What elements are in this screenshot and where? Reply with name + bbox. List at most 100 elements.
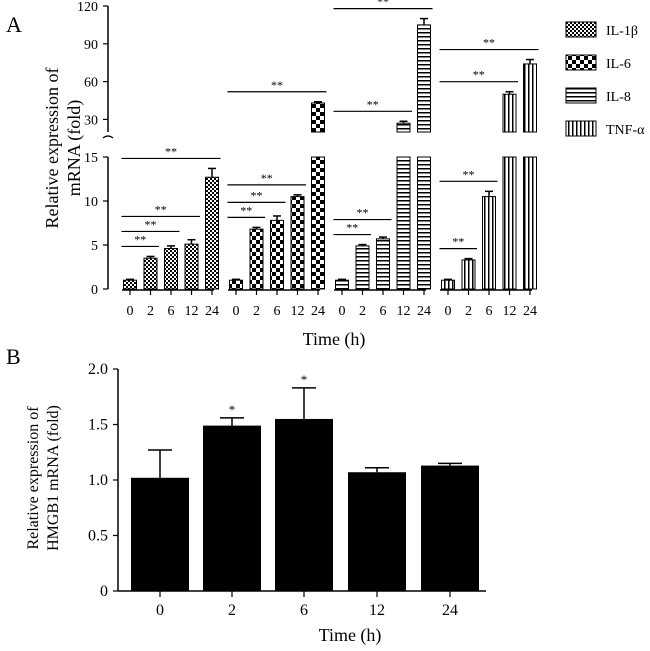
chart-a-significance-label: **	[271, 78, 283, 92]
chart-a-significance-label: **	[155, 202, 167, 216]
chart-b-y-tick-label: 0.5	[88, 528, 108, 545]
chart-a-y-tick-label: 15	[84, 151, 98, 166]
chart-a-x-tick-label: 2	[465, 304, 472, 319]
chart-a-x-tick-label: 0	[233, 304, 240, 319]
chart-a-legend-label: TNF-α	[606, 123, 645, 138]
chart-b-significance-label: *	[301, 372, 308, 387]
chart-a-bar	[143, 257, 158, 290]
chart-b-x-tick-label: 24	[442, 602, 458, 619]
chart-a-bar	[270, 219, 284, 290]
chart-a-significance-label: **	[145, 217, 157, 231]
chart-a-y-tick-label: 90	[84, 38, 98, 53]
chart-a-x-tick-label: 2	[359, 304, 366, 319]
chart-a: Relative expression of mRNA (fold) Time …	[42, 0, 645, 350]
chart-a-bar	[205, 176, 219, 290]
chart-b-x-tick-label: 6	[300, 602, 308, 619]
chart-b-y-tick-label: 1.5	[88, 417, 108, 434]
chart-a-bar	[164, 248, 178, 290]
chart-a-x-tick-label: 2	[147, 304, 154, 319]
chart-a-bar	[396, 156, 411, 290]
chart-a-bar-upper	[396, 122, 411, 133]
chart-a-significance-label: **	[251, 188, 263, 202]
chart-a-significance-label: **	[473, 68, 485, 82]
chart-a-y-tick-label: 10	[84, 195, 98, 210]
chart-a-bar	[311, 156, 325, 290]
chart-a-significance-label: **	[346, 221, 358, 235]
chart-a-x-tick-label: 0	[445, 304, 452, 319]
chart-a-bar	[184, 243, 199, 290]
chart-a-legend-swatch	[565, 21, 597, 38]
chart-b-x-tick-label: 0	[156, 602, 164, 619]
chart-b: Relative expression of HMGB1 mRNA (fold)…	[25, 361, 486, 646]
chart-a-significance-label: **	[261, 171, 273, 185]
chart-b-bar	[421, 465, 479, 591]
chart-a-x-tick-label: 24	[205, 304, 219, 319]
chart-b-ylabel-line2: HMGB1 mRNA (fold)	[45, 405, 62, 551]
chart-a-significance-label: **	[367, 97, 379, 111]
chart-a-bar	[229, 279, 243, 290]
chart-a-x-tick-label: 12	[503, 304, 517, 319]
chart-a-x-tick-label: 6	[168, 304, 175, 319]
chart-a-x-tick-label: 6	[274, 304, 281, 319]
chart-a-bar	[290, 196, 305, 290]
chart-a-bar	[502, 156, 517, 290]
chart-a-significance-label: **	[463, 167, 475, 181]
chart-a-x-tick-label: 6	[486, 304, 493, 319]
chart-a-bar-upper	[523, 63, 537, 133]
chart-a-bar	[249, 228, 264, 290]
chart-a-legend-swatch	[565, 54, 597, 71]
chart-b-x-tick-label: 2	[228, 602, 236, 619]
chart-a-legend-label: IL-1β	[606, 24, 638, 39]
chart-a-y-tick-label: 0	[91, 283, 98, 298]
chart-a-significance-label: **	[483, 36, 495, 50]
chart-b-ylabel-line1: Relative expression of	[25, 406, 42, 550]
chart-b-y-tick-label: 2.0	[88, 361, 108, 378]
chart-a-x-tick-label: 2	[253, 304, 260, 319]
chart-a-legend-label: IL-6	[606, 57, 631, 72]
chart-a-legend-swatch	[565, 87, 597, 104]
chart-a-significance-label: **	[357, 206, 369, 220]
chart-a-significance-label: **	[165, 144, 177, 158]
chart-a-bar	[123, 279, 137, 290]
chart-a-x-tick-label: 0	[127, 304, 134, 319]
chart-a-y-tick-label: 5	[91, 239, 98, 254]
chart-a-bar	[335, 279, 349, 290]
chart-a-y-tick-label: 60	[84, 76, 98, 91]
chart-b-bar	[203, 425, 261, 591]
chart-b-x-tick-label: 12	[369, 602, 385, 619]
chart-a-bar	[441, 279, 455, 290]
chart-a-x-tick-label: 24	[417, 304, 431, 319]
chart-a-bar	[376, 238, 390, 290]
chart-a-x-tick-label: 6	[380, 304, 387, 319]
chart-a-significance-label: **	[240, 203, 252, 217]
chart-a-axis-break-mark	[102, 135, 114, 139]
chart-b-y-tick-label: 1.0	[88, 472, 108, 489]
chart-a-bar-upper	[502, 93, 517, 133]
chart-b-xlabel: Time (h)	[319, 625, 382, 646]
chart-a-bar	[461, 259, 476, 290]
chart-a-significance-label: **	[452, 235, 464, 249]
chart-a-significance-label: **	[134, 232, 146, 246]
panel-label-b: B	[6, 344, 21, 369]
chart-a-y-tick-label: 30	[84, 113, 98, 128]
chart-a-bar-upper	[417, 24, 431, 133]
chart-a-bar	[355, 245, 370, 290]
chart-b-y-tick-label: 0	[100, 583, 108, 600]
chart-b-bar	[348, 472, 406, 591]
chart-b-significance-label: *	[229, 402, 236, 417]
chart-a-bar	[417, 156, 431, 290]
chart-a-x-tick-label: 12	[185, 304, 199, 319]
chart-a-bar	[482, 196, 496, 290]
chart-a-legend-label: IL-8	[606, 90, 631, 105]
chart-b-bar	[131, 477, 189, 591]
chart-a-significance-label: **	[377, 0, 389, 9]
chart-a-bar-upper	[311, 102, 325, 133]
chart-a-x-tick-label: 0	[339, 304, 346, 319]
chart-a-legend-swatch	[565, 120, 597, 137]
chart-b-bar	[275, 418, 333, 591]
chart-a-x-tick-label: 24	[311, 304, 325, 319]
panel-label-a: A	[6, 12, 22, 37]
chart-a-x-tick-label: 12	[291, 304, 305, 319]
chart-a-x-tick-label: 24	[523, 304, 537, 319]
